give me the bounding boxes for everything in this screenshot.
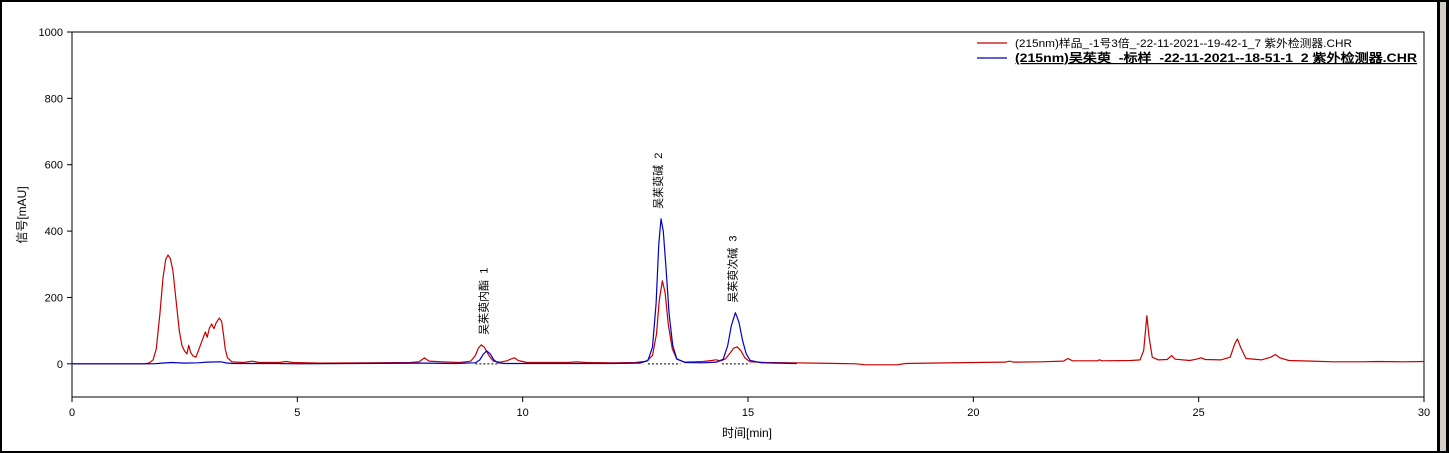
y-tick-label: 1000 [39,27,63,39]
legend: (215nm)样品_-1号3倍_-22-11-2021--19-42-1_7 紫… [977,36,1417,65]
legend-label: (215nm)样品_-1号3倍_-22-11-2021--19-42-1_7 紫… [1015,36,1352,50]
legend-label-selected: (215nm)吴茱萸_-标样_-22-11-2021--18-51-1_2 紫外… [1015,50,1417,65]
x-tick-label: 10 [517,407,529,419]
y-tick-label: 200 [45,292,63,304]
traces [71,218,1425,366]
x-tick-label: 5 [294,407,300,419]
peak-labels: 吴茱萸内酯 1 吴茱萸碱 2 吴茱萸次碱 3 [477,153,740,335]
peak-label: 吴茱萸碱 2 [652,153,665,209]
legend-entry-sample[interactable]: (215nm)样品_-1号3倍_-22-11-2021--19-42-1_7 紫… [977,36,1352,50]
y-axis-title: 信号[mAU] [15,186,29,243]
x-tick-label: 15 [742,407,754,419]
y-tick-label: 0 [57,359,63,371]
x-tick-label: 25 [1193,407,1205,419]
x-axis: 0 5 10 15 20 25 30 [69,397,1430,419]
x-tick-label: 0 [69,407,75,419]
x-tick-label: 30 [1418,407,1430,419]
y-tick-label: 400 [45,226,63,238]
window-edge [1440,2,1446,451]
y-axis: 1000 800 600 400 200 0 [39,27,72,371]
x-axis-title: 时间[min] [722,426,772,440]
sample-trace-line[interactable] [71,254,1425,366]
peak-label: 吴茱萸次碱 3 [725,235,739,302]
y-tick-label: 600 [45,160,63,172]
y-tick-label: 800 [45,93,63,105]
standard-trace-line[interactable] [71,218,797,365]
peak-label: 吴茱萸内酯 1 [477,268,491,335]
x-tick-label: 20 [967,407,979,419]
legend-entry-standard[interactable]: (215nm)吴茱萸_-标样_-22-11-2021--18-51-1_2 紫外… [977,50,1417,65]
